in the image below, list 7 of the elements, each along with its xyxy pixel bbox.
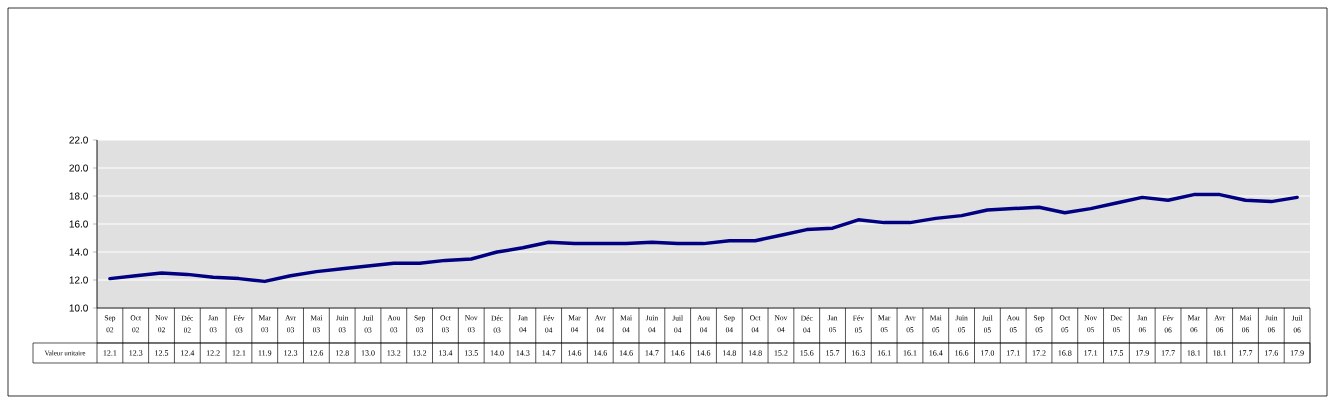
- y-tick-label: 10.0: [69, 304, 88, 312]
- y-tick-label: 20.0: [69, 164, 88, 172]
- y-tick-label: 18.0: [69, 192, 88, 200]
- y-tick-label: 14.0: [69, 248, 88, 256]
- y-tick-label: 12.0: [69, 276, 88, 284]
- y-tick-label: 22.0: [69, 136, 88, 144]
- y-tick-label: 16.0: [69, 220, 88, 228]
